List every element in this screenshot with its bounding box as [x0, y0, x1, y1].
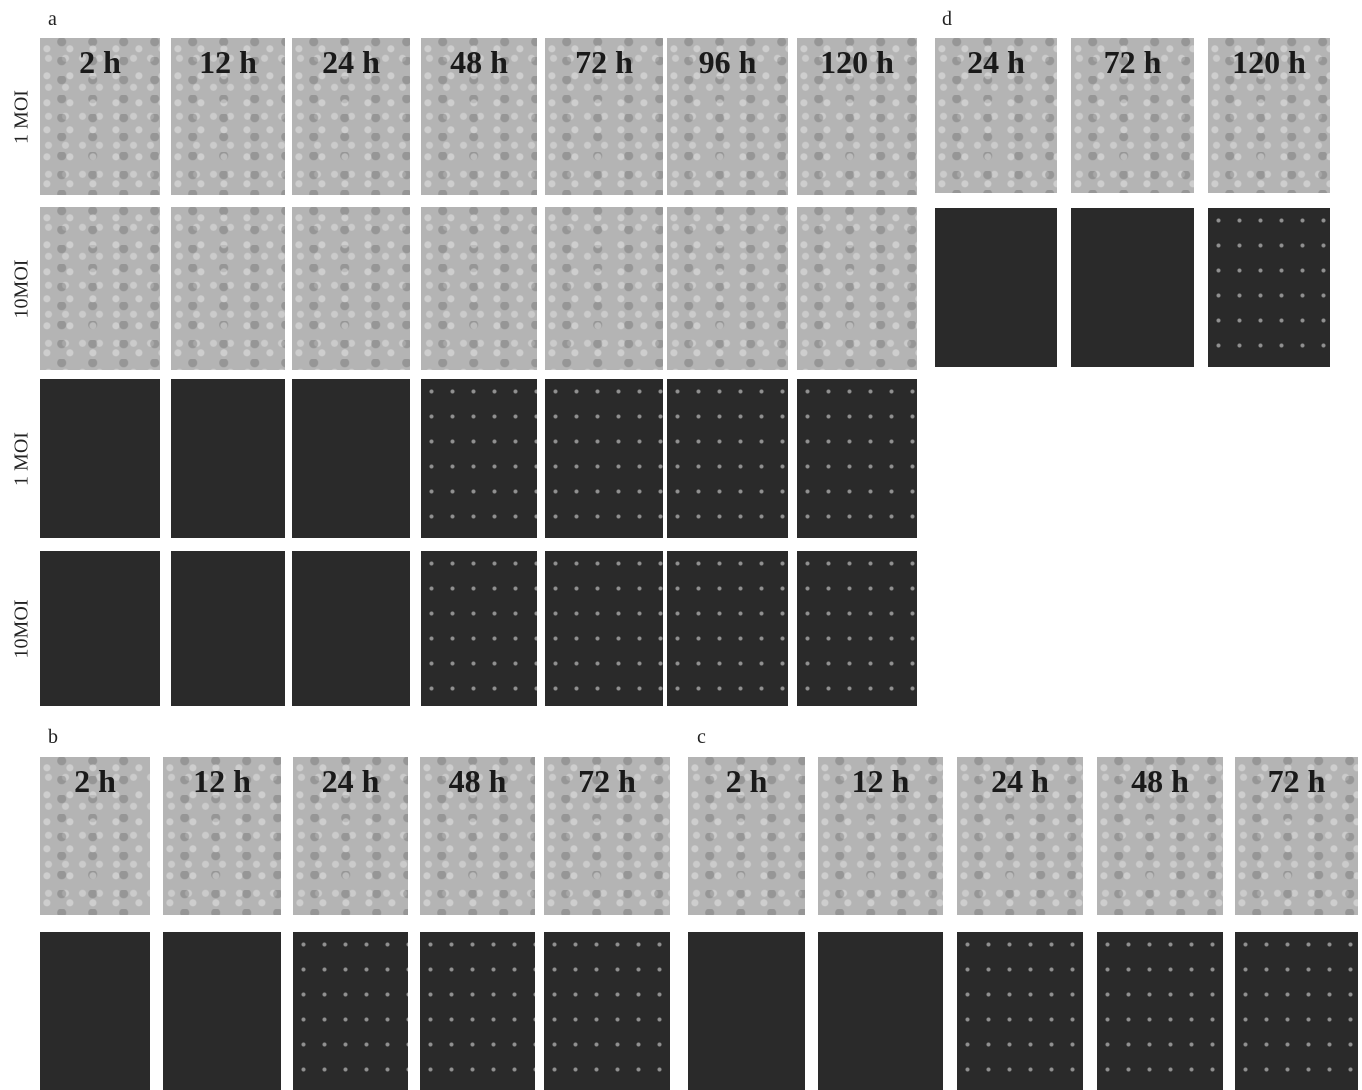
fluorescence-image: [171, 379, 285, 538]
time-label: 24 h: [292, 44, 410, 81]
brightfield-image: [40, 207, 160, 370]
fluorescence-image: [293, 932, 408, 1090]
fluorescence-image: [1235, 932, 1358, 1090]
fluorescence-image: [40, 379, 160, 538]
fluorescence-image: [667, 551, 788, 706]
time-label: 2 h: [40, 44, 160, 81]
fluorescence-image: [1071, 208, 1194, 367]
time-label: 48 h: [421, 44, 537, 81]
panel-label: b: [48, 726, 58, 749]
panel-label: c: [697, 726, 706, 749]
fluorescence-image: [1097, 932, 1223, 1090]
fluorescence-image: [545, 379, 663, 538]
time-label: 12 h: [163, 763, 281, 800]
panel-label: d: [942, 8, 952, 31]
fluorescence-image: [818, 932, 943, 1090]
time-label: 24 h: [957, 763, 1083, 800]
time-label: 12 h: [818, 763, 943, 800]
fluorescence-image: [292, 551, 410, 706]
time-label: 120 h: [797, 44, 917, 81]
time-label: 48 h: [420, 763, 535, 800]
row-label: 1 MOI: [11, 432, 34, 486]
fluorescence-image: [688, 932, 805, 1090]
time-label: 12 h: [171, 44, 285, 81]
figure: a1 MOI10MOI1 MOI10MOI2 h12 h24 h48 h72 h…: [0, 0, 1362, 1090]
fluorescence-image: [797, 379, 917, 538]
time-label: 2 h: [40, 763, 150, 800]
fluorescence-image: [667, 379, 788, 538]
fluorescence-image: [292, 379, 410, 538]
fluorescence-image: [163, 932, 281, 1090]
panel-label: a: [48, 8, 57, 31]
time-label: 96 h: [667, 44, 788, 81]
fluorescence-image: [421, 551, 537, 706]
brightfield-image: [171, 207, 285, 370]
brightfield-image: [421, 207, 537, 370]
fluorescence-image: [40, 932, 150, 1090]
row-label: 10MOI: [11, 599, 34, 658]
fluorescence-image: [420, 932, 535, 1090]
time-label: 24 h: [935, 44, 1057, 81]
time-label: 120 h: [1208, 44, 1330, 81]
time-label: 48 h: [1097, 763, 1223, 800]
time-label: 72 h: [1071, 44, 1194, 81]
fluorescence-image: [797, 551, 917, 706]
fluorescence-image: [545, 551, 663, 706]
fluorescence-image: [544, 932, 670, 1090]
fluorescence-image: [171, 551, 285, 706]
time-label: 72 h: [1235, 763, 1358, 800]
fluorescence-image: [421, 379, 537, 538]
time-label: 72 h: [545, 44, 663, 81]
brightfield-image: [545, 207, 663, 370]
fluorescence-image: [935, 208, 1057, 367]
brightfield-image: [667, 207, 788, 370]
fluorescence-image: [1208, 208, 1330, 367]
brightfield-image: [292, 207, 410, 370]
fluorescence-image: [40, 551, 160, 706]
row-label: 10MOI: [11, 259, 34, 318]
fluorescence-image: [957, 932, 1083, 1090]
brightfield-image: [797, 207, 917, 370]
time-label: 72 h: [544, 763, 670, 800]
row-label: 1 MOI: [11, 90, 34, 144]
time-label: 2 h: [688, 763, 805, 800]
time-label: 24 h: [293, 763, 408, 800]
